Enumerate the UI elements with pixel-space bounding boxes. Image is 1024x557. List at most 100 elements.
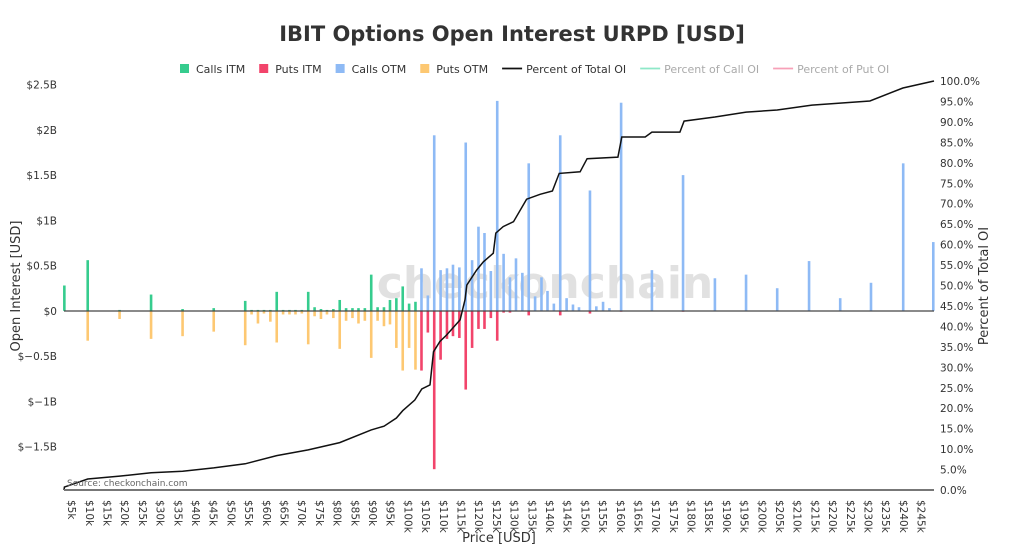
watermark: checkonchain xyxy=(377,258,713,309)
bar-puts-otm xyxy=(369,310,373,358)
y2-tick-label: 30.0% xyxy=(940,362,973,374)
x-tick-label: $155k xyxy=(596,500,608,534)
x-tick-label: $30k xyxy=(154,500,166,527)
bar-calls-otm xyxy=(588,190,592,311)
x-tick-label: $105k xyxy=(419,500,431,534)
y2-tick-label: 40.0% xyxy=(940,321,973,333)
bar-calls-itm xyxy=(300,309,304,311)
bar-puts-otm xyxy=(149,310,153,339)
bar-calls-itm xyxy=(376,307,379,311)
y2-tick-label: 10.0% xyxy=(940,444,973,456)
bar-calls-otm xyxy=(601,301,605,311)
x-tick-label: $180k xyxy=(685,500,697,534)
bar-puts-itm xyxy=(445,310,449,339)
bar-puts-otm xyxy=(388,310,392,325)
bar-calls-itm xyxy=(281,309,285,311)
x-tick-label: $195k xyxy=(738,500,750,534)
x-axis-title: Price [USD] xyxy=(462,531,536,546)
x-tick-label: $55k xyxy=(242,500,254,527)
x-tick-label: $160k xyxy=(614,500,626,534)
bar-calls-otm xyxy=(426,295,430,311)
bar-puts-otm xyxy=(243,310,247,346)
bar-calls-otm xyxy=(552,303,556,311)
bar-calls-otm xyxy=(445,268,449,311)
x-tick-label: $65k xyxy=(278,500,290,527)
x-tick-label: $25k xyxy=(136,500,148,527)
bar-puts-otm xyxy=(313,310,316,317)
bar-calls-otm xyxy=(619,102,623,311)
bar-puts-otm xyxy=(288,310,291,315)
bar-puts-otm xyxy=(262,310,266,314)
bar-puts-otm xyxy=(250,310,253,315)
bar-calls-itm xyxy=(256,309,260,311)
bar-calls-itm xyxy=(250,309,253,311)
bar-calls-itm xyxy=(269,309,272,311)
bar-puts-otm xyxy=(86,310,90,341)
legend-item-calls-itm[interactable]: Calls ITM xyxy=(180,63,245,76)
bar-calls-otm xyxy=(508,277,512,311)
bar-puts-otm xyxy=(344,310,348,321)
y-tick-label: $0.5B xyxy=(26,261,57,273)
x-tick-label: $10k xyxy=(83,500,95,527)
x-tick-label: $35k xyxy=(171,500,183,527)
legend: Calls ITM Puts ITM Calls OTM Puts OTM Percen… xyxy=(180,63,889,76)
bar-calls-itm xyxy=(243,300,247,311)
x-tick-label: $225k xyxy=(844,500,856,534)
legend-item-puts-otm[interactable]: Puts OTM xyxy=(420,63,488,76)
bar-puts-otm xyxy=(306,310,310,345)
bar-puts-itm xyxy=(420,310,423,371)
bar-calls-itm xyxy=(351,308,354,311)
legend-item-calls-otm[interactable]: Calls OTM xyxy=(335,63,407,76)
y2-tick-label: 70.0% xyxy=(940,199,973,211)
x-tick-label: $80k xyxy=(331,500,343,527)
bar-calls-itm xyxy=(313,307,316,311)
legend-item-percent-of-call-oi[interactable]: Percent of Call OI xyxy=(640,63,759,76)
legend-swatch xyxy=(180,64,189,73)
bar-calls-otm xyxy=(533,296,537,311)
bar-calls-itm xyxy=(288,309,291,311)
bar-calls-itm xyxy=(149,294,153,311)
x-tick-label: $115k xyxy=(454,500,466,534)
y2-tick-label: 50.0% xyxy=(940,281,973,293)
bar-puts-otm xyxy=(395,310,398,348)
x-tick-label: $245k xyxy=(915,500,927,534)
y2-tick-label: 85.0% xyxy=(940,137,973,149)
bar-calls-otm xyxy=(571,304,575,311)
x-tick-label: $215k xyxy=(808,500,820,534)
legend-swatch xyxy=(420,64,430,73)
bar-calls-otm xyxy=(901,163,905,311)
bar-calls-otm xyxy=(432,135,436,311)
bars-layer xyxy=(63,100,935,470)
x-tick-label: $170k xyxy=(649,500,661,534)
legend-item-percent-of-put-oi[interactable]: Percent of Put OI xyxy=(773,63,889,76)
bar-calls-itm xyxy=(118,309,121,311)
x-tick-label: $210k xyxy=(791,500,803,534)
x-tick-label: $100k xyxy=(401,500,413,534)
x-tick-label: $220k xyxy=(826,500,838,534)
bar-puts-otm xyxy=(256,310,260,324)
bar-puts-itm xyxy=(470,310,474,348)
y2-tick-label: 60.0% xyxy=(940,240,973,252)
bar-calls-otm xyxy=(540,277,543,311)
x-tick-label: $145k xyxy=(561,500,573,534)
x-tick-label: $150k xyxy=(578,500,590,534)
bar-puts-otm xyxy=(363,310,367,321)
y2-tick-label: 65.0% xyxy=(940,219,973,231)
bar-puts-itm xyxy=(502,310,505,313)
y-axis-ticks: $2.5B $2B $1.5B $1B $0.5B $0 $−0.5B $−1B $−1.5B xyxy=(18,80,57,454)
bar-puts-otm xyxy=(281,310,285,315)
x-tick-label: $205k xyxy=(773,500,785,534)
x-tick-label: $90k xyxy=(366,500,378,527)
y2-tick-label: 35.0% xyxy=(940,342,973,354)
x-tick-label: $50k xyxy=(224,500,236,527)
bar-calls-itm xyxy=(414,301,417,311)
legend-item-puts-itm[interactable]: Puts ITM xyxy=(259,63,322,76)
legend-item-percent-of-total-oi[interactable]: Percent of Total OI xyxy=(502,63,626,76)
bar-puts-otm xyxy=(332,310,335,319)
bar-calls-otm xyxy=(420,268,423,311)
bar-puts-itm xyxy=(508,310,512,313)
bar-puts-otm xyxy=(357,310,360,324)
legend-label: Percent of Put OI xyxy=(797,63,889,76)
bar-puts-otm xyxy=(118,310,121,319)
